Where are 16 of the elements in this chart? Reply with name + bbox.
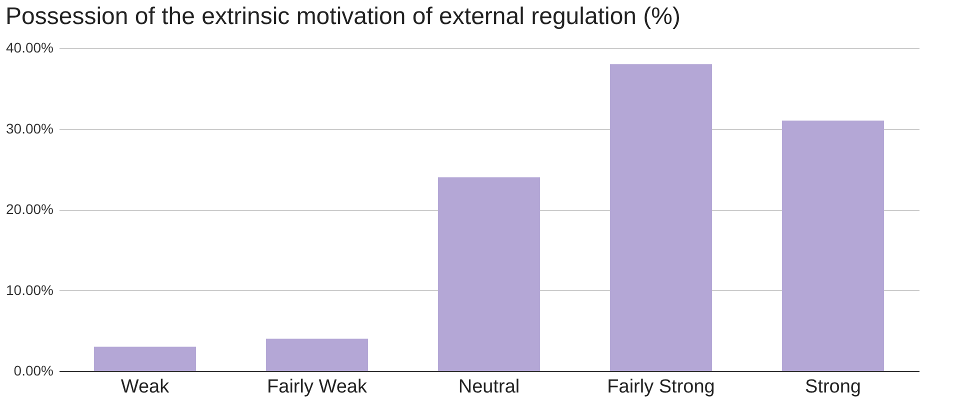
bar	[266, 338, 368, 371]
bar	[782, 120, 884, 371]
y-tick-label: 20.00%	[6, 201, 54, 217]
y-tick-label: 30.00%	[6, 120, 54, 136]
bar	[94, 346, 196, 371]
y-tick-label: 0.00%	[14, 362, 54, 378]
chart-title: Possession of the extrinsic motivation of external regulation (%)	[6, 3, 681, 30]
bar	[610, 64, 712, 371]
bar	[438, 177, 540, 371]
x-tick-label: Neutral	[458, 376, 520, 398]
x-tick-label: Fairly Weak	[267, 376, 368, 398]
y-tick-label: 40.00%	[6, 40, 54, 56]
x-tick-label: Fairly Strong	[607, 376, 715, 398]
y-tick-label: 10.00%	[6, 282, 54, 298]
x-tick-label: Weak	[120, 376, 170, 398]
x-tick-label: Strong	[805, 376, 861, 398]
